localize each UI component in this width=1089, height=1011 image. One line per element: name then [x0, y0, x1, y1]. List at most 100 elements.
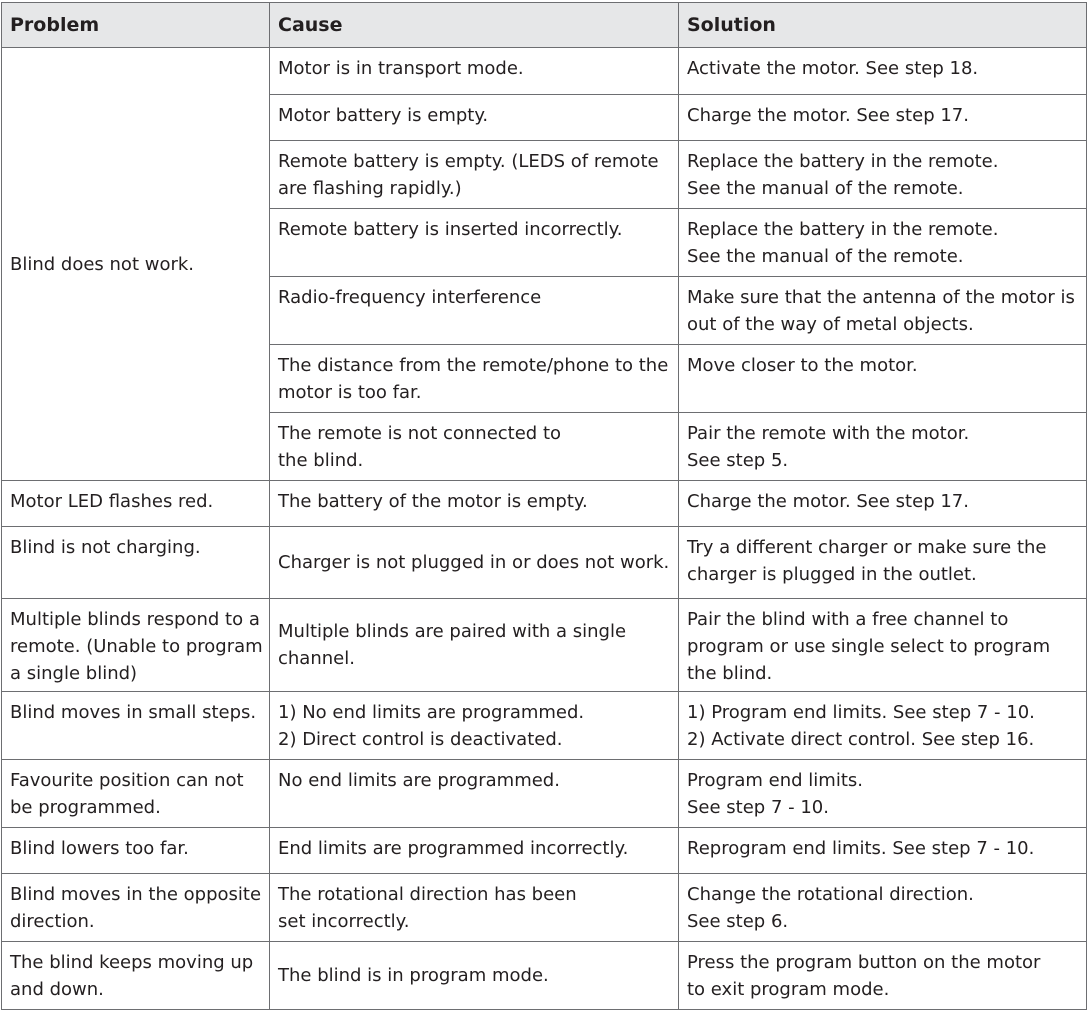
table-row: Radio-frequency interference Make sure th…: [2, 276, 1087, 345]
cause-cell-line: the blind.: [278, 450, 364, 471]
problem-cell: Blind does not work.: [1, 47, 270, 481]
solution-cell: Try a different charger or make sure the…: [678, 526, 1087, 599]
solution-cell: Program end limits. See step 7 - 10.: [678, 759, 1087, 828]
table-row: The blind keeps moving up and down. The bl…: [1, 941, 1087, 1010]
cause-cell-line: Charger is not plugged in or does not wo…: [278, 552, 670, 573]
solution-cell-line: out of the way of metal objects.: [687, 314, 974, 335]
solution-cell-line: Replace the battery in the remote.: [687, 219, 999, 240]
problem-cell-line: direction.: [10, 911, 95, 932]
problem-cell: Blind moves in small steps.: [1, 691, 270, 760]
cause-cell: Remote battery is empty. (LEDS of remote…: [269, 140, 679, 209]
header-cause: Cause: [269, 2, 679, 48]
solution-cell-line: Move closer to the motor.: [687, 355, 918, 376]
problem-cell-line: remote. (Unable to program: [10, 636, 263, 657]
solution-cell-line: 1) Program end limits. See step 7 - 10.: [687, 702, 1035, 723]
solution-cell-line: Charge the motor. See step 17.: [687, 491, 969, 512]
table-row: Blind lowers too far. End limits are prog…: [1, 827, 1087, 874]
problem-cell: Blind is not charging.: [1, 526, 270, 599]
cause-cell-line: motor is too far.: [278, 382, 422, 403]
solution-cell: Move closer to the motor.: [678, 344, 1087, 413]
solution-cell-line: Press the program button on the motor: [687, 952, 1041, 973]
solution-cell-line: See step 5.: [687, 450, 789, 471]
solution-cell-line: Pair the blind with a free channel to: [687, 609, 1009, 630]
cause-cell: Multiple blinds are paired with a single…: [269, 598, 679, 692]
solution-cell-line: See the manual of the remote.: [687, 178, 964, 199]
problem-cell-line: Multiple blinds respond to a: [10, 609, 260, 630]
solution-cell: Replace the battery in the remote. See th…: [678, 208, 1087, 277]
cause-cell: Radio-frequency interference: [269, 276, 679, 345]
solution-cell: Charge the motor. See step 17.: [678, 480, 1087, 527]
cause-cell-line: are flashing rapidly.): [278, 178, 462, 199]
cause-cell-line: Multiple blinds are paired with a single: [278, 621, 627, 642]
solution-cell-line: See step 6.: [687, 911, 789, 932]
problem-cell-line: a single blind): [10, 663, 138, 684]
solution-cell-line: the blind.: [687, 663, 773, 684]
solution-cell-line: to exit program mode.: [687, 979, 890, 1000]
cause-cell: The distance from the remote/phone to th…: [269, 344, 679, 413]
cause-cell-line: The battery of the motor is empty.: [278, 491, 588, 512]
solution-cell-line: Program end limits.: [687, 770, 863, 791]
table-row: Motor LED flashes red. The battery of the…: [1, 480, 1087, 527]
solution-cell: Reprogram end limits. See step 7 - 10.: [678, 827, 1087, 874]
problem-cell-line: Motor LED flashes red.: [10, 491, 214, 512]
header-problem: Problem: [1, 2, 270, 48]
problem-cell-line: The blind keeps moving up: [10, 952, 254, 973]
cause-cell: Remote battery is inserted incorrectly.: [269, 208, 679, 277]
table-row: The remote is not connected to the blind.…: [2, 412, 1087, 481]
solution-cell-line: Pair the remote with the motor.: [687, 423, 970, 444]
cause-cell-line: The remote is not connected to: [278, 423, 562, 444]
solution-cell-line: Activate the motor. See step 18.: [687, 58, 979, 79]
cause-cell-line: set incorrectly.: [278, 911, 410, 932]
problem-cell-line: Blind lowers too far.: [10, 838, 189, 859]
solution-cell: Change the rotational direction. See step…: [678, 873, 1087, 942]
problem-cell: Blind moves in the opposite direction.: [1, 873, 270, 942]
cause-cell-line: Motor is in transport mode.: [278, 58, 524, 79]
solution-cell-line: charger is plugged in the outlet.: [687, 564, 977, 585]
cause-cell: The battery of the motor is empty.: [269, 480, 679, 527]
table-row: Blind moves in small steps. 1) No end lim…: [1, 691, 1087, 760]
problem-cell: Blind lowers too far.: [1, 827, 270, 874]
solution-cell-line: program or use single select to program: [687, 636, 1051, 657]
solution-cell: 1) Program end limits. See step 7 - 10. 2…: [678, 691, 1087, 760]
solution-cell-line: Try a different charger or make sure the: [687, 537, 1047, 558]
cause-cell-line: The distance from the remote/phone to th…: [278, 355, 669, 376]
problem-cell: The blind keeps moving up and down.: [1, 941, 270, 1010]
solution-cell-line: Reprogram end limits. See step 7 - 10.: [687, 838, 1035, 859]
problem-cell: Favourite position can not be programmed.: [1, 759, 270, 828]
solution-cell-line: See step 7 - 10.: [687, 797, 829, 818]
table-row: Remote battery is empty. (LEDS of remote…: [2, 140, 1087, 209]
cause-cell: The blind is in program mode.: [269, 941, 679, 1010]
cause-cell-line: The blind is in program mode.: [278, 965, 549, 986]
solution-cell: Charge the motor. See step 17.: [678, 94, 1087, 141]
cause-cell-line: No end limits are programmed.: [278, 770, 560, 791]
cause-cell-line: Remote battery is inserted incorrectly.: [278, 219, 623, 240]
solution-cell-line: Charge the motor. See step 17.: [687, 105, 969, 126]
table-row: The distance from the remote/phone to th…: [2, 344, 1087, 413]
cause-cell: 1) No end limits are programmed. 2) Direc…: [269, 691, 679, 760]
solution-cell: Replace the battery in the remote. See th…: [678, 140, 1087, 209]
solution-cell: Press the program button on the motor to …: [678, 941, 1087, 1010]
solution-cell-line: Change the rotational direction.: [687, 884, 974, 905]
cause-cell: The rotational direction has been set inc…: [269, 873, 679, 942]
problem-cell-line: Blind moves in small steps.: [10, 702, 257, 723]
cause-cell: Motor is in transport mode.: [269, 47, 679, 95]
cause-cell: The remote is not connected to the blind.: [269, 412, 679, 481]
solution-cell-line: 2) Activate direct control. See step 16.: [687, 729, 1035, 750]
table-row: Motor battery is empty. Charge the motor.…: [2, 94, 1087, 141]
table-row: Favourite position can not be programmed.…: [1, 759, 1087, 828]
problem-cell-line: be programmed.: [10, 797, 161, 818]
table-row: Blind moves in the opposite direction. The…: [1, 873, 1087, 942]
table-row: Blind is not charging. Charger is not plu…: [1, 526, 1087, 599]
solution-cell: Make sure that the antenna of the motor …: [678, 276, 1087, 345]
problem-cell: Motor LED flashes red.: [1, 480, 270, 527]
problem-cell-line: Favourite position can not: [10, 770, 244, 791]
solution-cell: Pair the remote with the motor. See step …: [678, 412, 1087, 481]
table-body: Blind does not work. Motor is in transpor…: [1, 47, 1087, 1010]
solution-cell: Pair the blind with a free channel to pro…: [678, 598, 1087, 692]
solution-cell: Activate the motor. See step 18.: [678, 47, 1087, 95]
cause-cell-line: Motor battery is empty.: [278, 105, 489, 126]
problem-cell-line: Blind does not work.: [10, 253, 194, 275]
cause-cell: Motor battery is empty.: [269, 94, 679, 141]
cause-cell-line: The rotational direction has been: [278, 884, 577, 905]
